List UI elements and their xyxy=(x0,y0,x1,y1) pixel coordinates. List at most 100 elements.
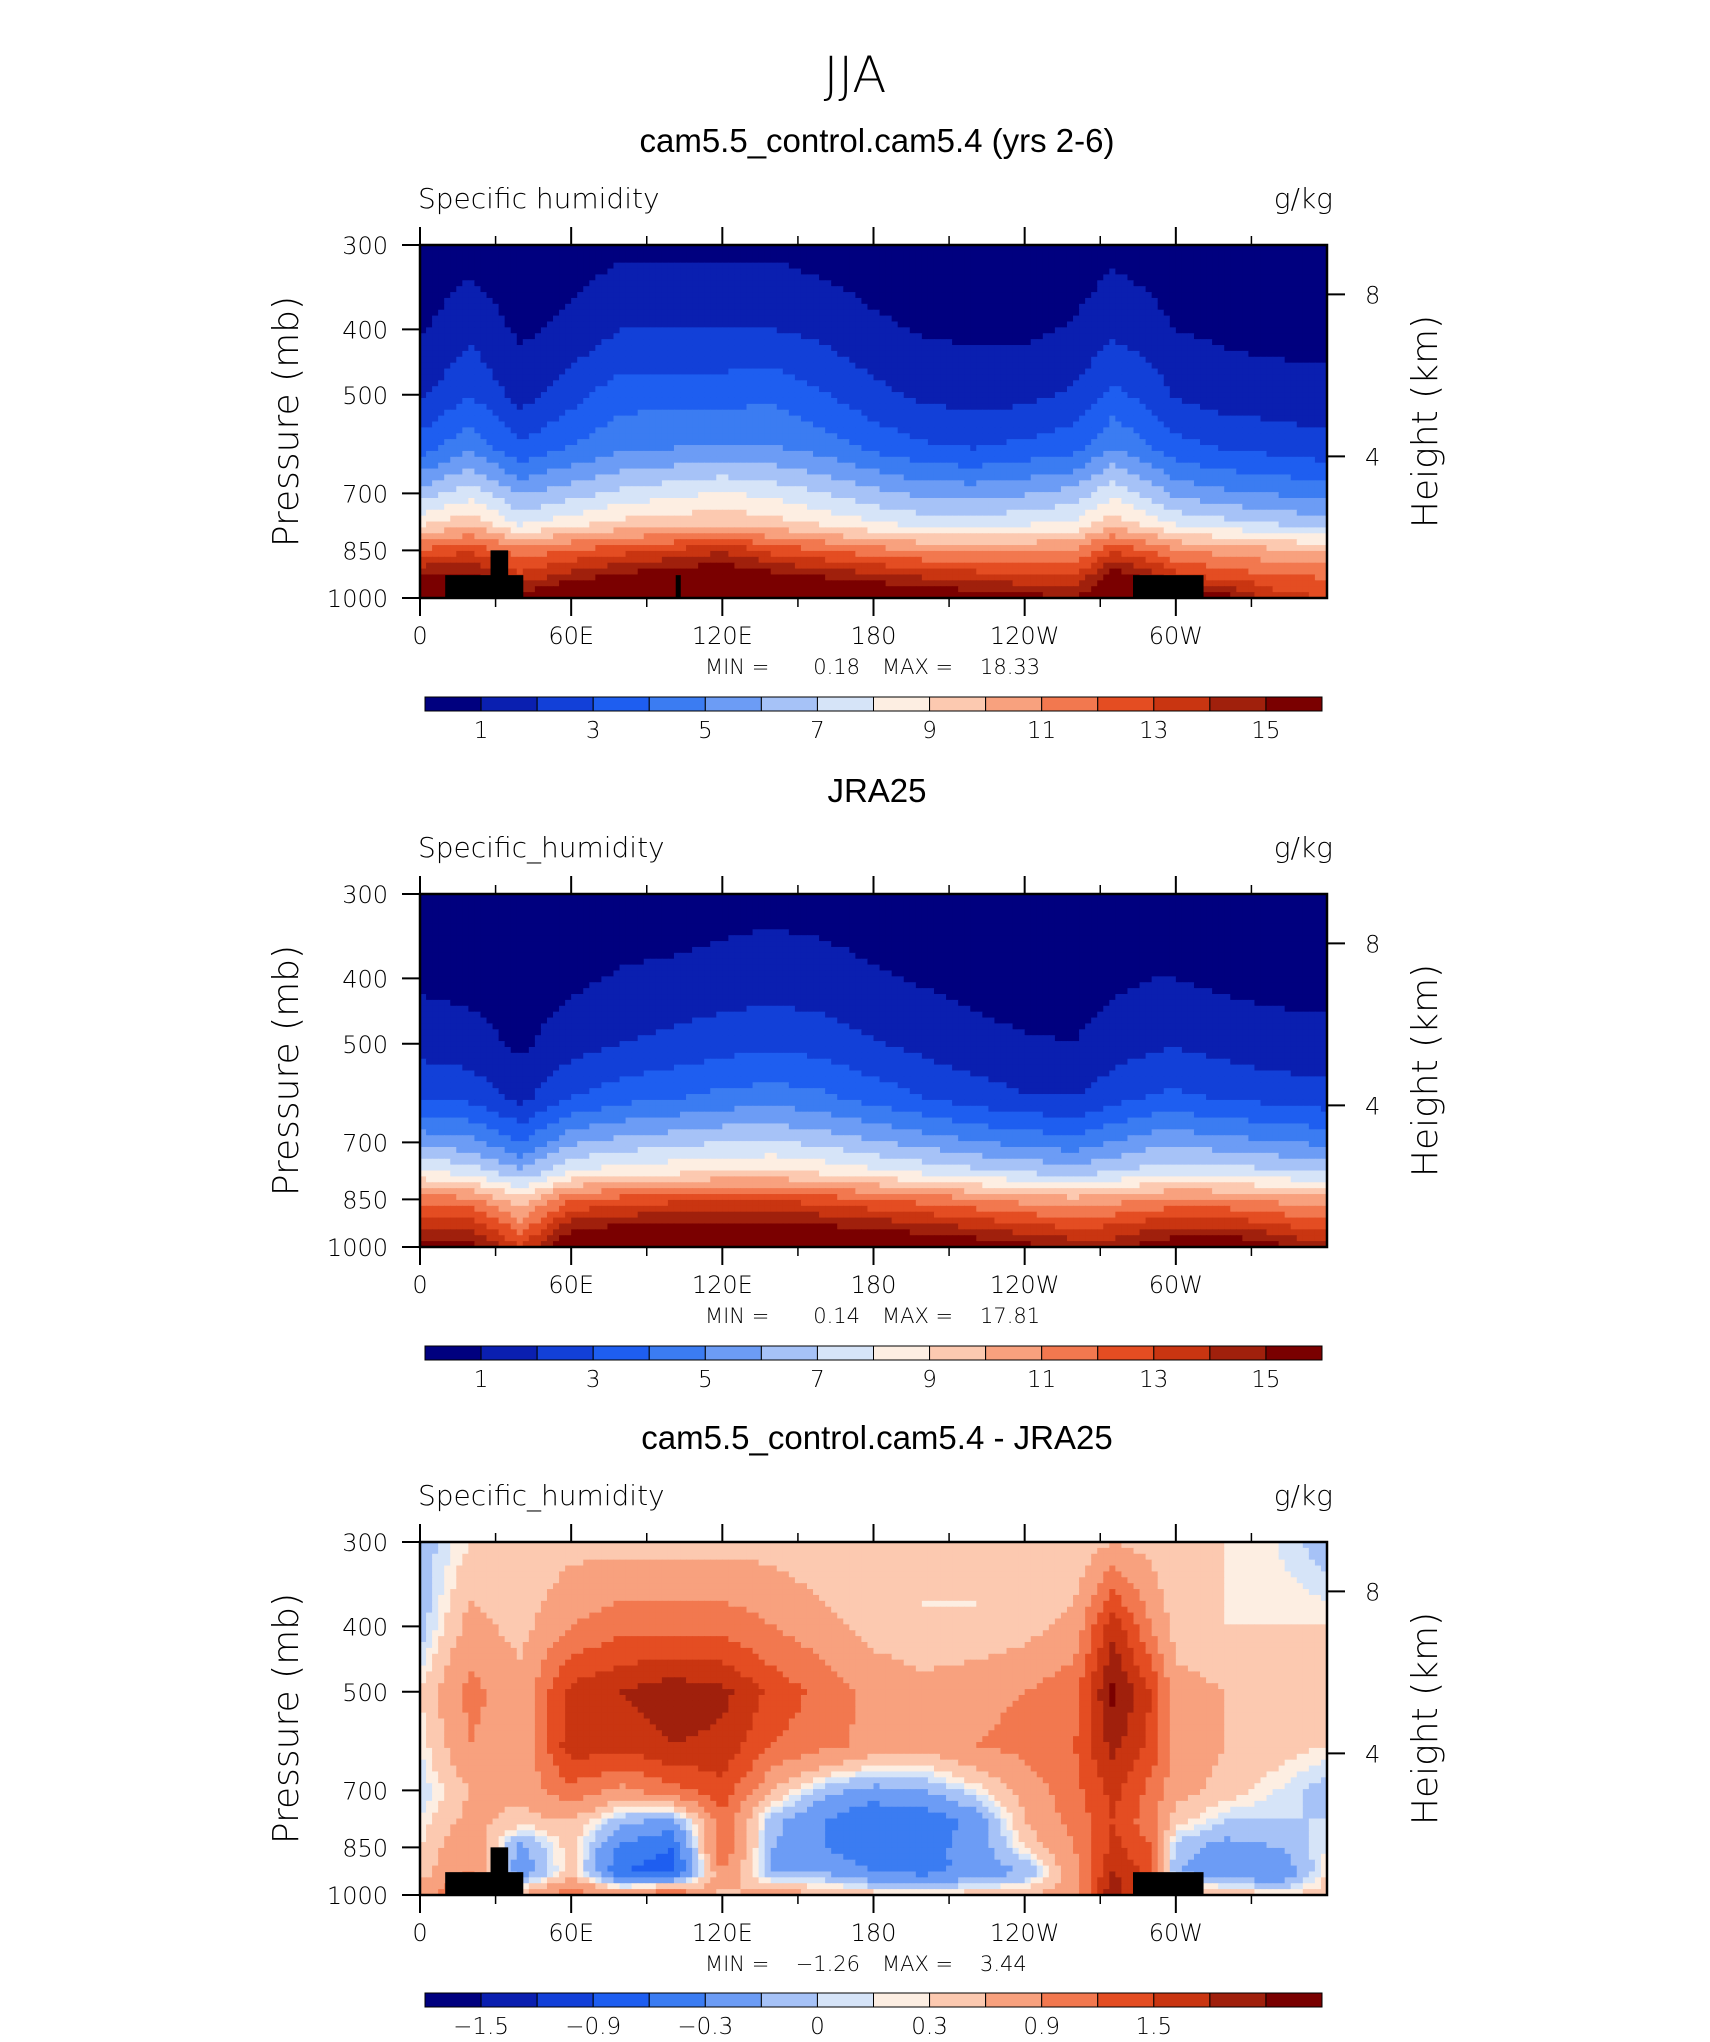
heatmap-cell xyxy=(540,250,548,258)
heatmap-cell xyxy=(740,362,748,370)
heatmap-cell xyxy=(559,250,566,258)
heatmap-cell xyxy=(752,321,760,328)
heatmap-cell xyxy=(764,368,772,376)
heatmap-cell xyxy=(1151,392,1159,399)
heatmap-cell xyxy=(806,274,814,281)
heatmap-cell xyxy=(1296,368,1304,376)
heatmap-cell xyxy=(595,397,602,405)
heatmap-cell xyxy=(1012,339,1020,346)
heatmap-cell xyxy=(510,345,518,352)
heatmap-cell xyxy=(426,245,433,252)
heatmap-cell xyxy=(1036,321,1044,328)
heatmap-cell xyxy=(625,262,633,270)
heatmap-cell xyxy=(740,345,748,352)
heatmap-cell xyxy=(1206,262,1213,270)
heatmap-cell xyxy=(1272,321,1280,328)
heatmap-cell xyxy=(1066,386,1074,393)
heatmap-cell xyxy=(492,274,500,281)
heatmap-cell xyxy=(565,439,572,446)
heatmap-cell xyxy=(952,380,959,387)
heatmap-cell xyxy=(686,280,693,287)
heatmap-cell xyxy=(504,380,512,387)
heatmap-cell xyxy=(1024,315,1032,323)
heatmap-cell xyxy=(897,256,905,264)
heatmap-cell xyxy=(1024,409,1032,417)
heatmap-cell xyxy=(565,415,572,423)
heatmap-cell xyxy=(1006,392,1014,399)
heatmap-cell xyxy=(692,409,699,417)
heatmap-cell xyxy=(837,327,844,334)
heatmap-cell xyxy=(1066,262,1074,270)
heatmap-cell xyxy=(1127,321,1135,328)
heatmap-cell xyxy=(1115,427,1123,434)
heatmap-cell xyxy=(885,403,893,411)
heatmap-cell xyxy=(1290,315,1298,323)
heatmap-cell xyxy=(855,386,863,393)
heatmap-cell xyxy=(462,345,469,352)
heatmap-cell xyxy=(625,339,633,346)
heatmap-cell xyxy=(1181,280,1189,287)
heatmap-cell xyxy=(940,268,947,276)
heatmap-cell xyxy=(680,315,687,323)
heatmap-cell xyxy=(504,292,512,299)
heatmap-cell xyxy=(1290,274,1298,281)
heatmap-cell xyxy=(1024,356,1032,364)
heatmap-cell xyxy=(1054,292,1062,299)
heatmap-cell xyxy=(432,350,439,358)
heatmap-cell xyxy=(1139,292,1147,299)
heatmap-cell xyxy=(667,397,675,405)
heatmap-cell xyxy=(444,286,451,293)
heatmap-cell xyxy=(734,392,742,399)
heatmap-cell xyxy=(794,403,802,411)
heatmap-cell xyxy=(510,380,518,387)
heatmap-cell xyxy=(583,345,590,352)
heatmap-cell xyxy=(831,415,838,423)
heatmap-cell xyxy=(1079,397,1086,405)
heatmap-cell xyxy=(946,427,953,434)
heatmap-cell xyxy=(940,386,947,393)
heatmap-cell xyxy=(1133,350,1141,358)
heatmap-cell xyxy=(534,403,542,411)
heatmap-cell xyxy=(1066,250,1074,258)
heatmap-cell xyxy=(595,256,602,264)
heatmap-cell xyxy=(1242,409,1249,417)
heatmap-cell xyxy=(1290,245,1298,252)
heatmap-cell xyxy=(492,439,500,446)
heatmap-cell xyxy=(746,356,754,364)
heatmap-cell xyxy=(450,421,457,428)
heatmap-cell xyxy=(1151,415,1159,423)
heatmap-cell xyxy=(504,333,512,340)
heatmap-cell xyxy=(873,339,881,346)
heatmap-cell xyxy=(788,362,796,370)
heatmap-cell xyxy=(788,333,796,340)
heatmap-cell xyxy=(1218,274,1225,281)
heatmap-cell xyxy=(625,374,633,381)
heatmap-cell xyxy=(1042,327,1050,334)
heatmap-cell xyxy=(450,362,457,370)
heatmap-cell xyxy=(1085,280,1092,287)
heatmap-cell xyxy=(819,409,826,417)
heatmap-cell xyxy=(940,356,947,364)
heatmap-cell xyxy=(1200,356,1207,364)
heatmap-cell xyxy=(1236,280,1243,287)
heatmap-cell xyxy=(728,256,736,264)
heatmap-cell xyxy=(486,345,494,352)
heatmap-cell xyxy=(649,397,657,405)
heatmap-cell xyxy=(752,309,760,317)
heatmap-cell xyxy=(444,368,451,376)
heatmap-cell xyxy=(625,327,633,334)
heatmap-cell xyxy=(728,345,736,352)
heatmap-cell xyxy=(607,356,615,364)
heatmap-cell xyxy=(946,274,953,281)
heatmap-cell xyxy=(861,245,869,252)
heatmap-cell xyxy=(855,415,863,423)
heatmap-cell xyxy=(879,421,887,428)
heatmap-cell xyxy=(468,256,476,264)
heatmap-cell xyxy=(1302,403,1310,411)
heatmap-cell xyxy=(1284,403,1292,411)
heatmap-cell xyxy=(933,374,941,381)
heatmap-cell xyxy=(1236,362,1243,370)
heatmap-cell xyxy=(752,415,760,423)
heatmap-cell xyxy=(619,286,627,293)
heatmap-cell xyxy=(631,292,639,299)
